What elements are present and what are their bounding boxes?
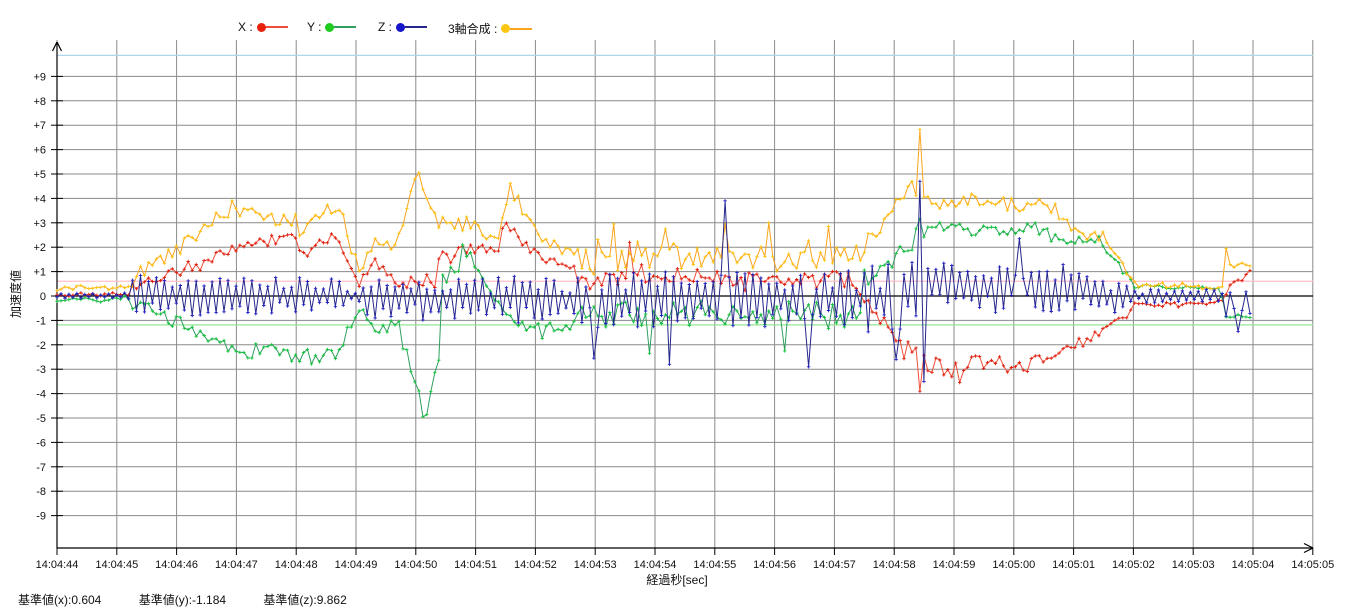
- y-tick-label: 0: [40, 291, 46, 303]
- y-tick-label: -7: [36, 462, 46, 474]
- x-tick-label: 14:04:45: [95, 559, 138, 571]
- legend-label-x: X :: [238, 20, 253, 34]
- x-tick-label: 14:05:01: [1052, 559, 1095, 571]
- legend-label-z: Z :: [378, 20, 392, 34]
- chart-legend: X : Y : Z : 3軸合成 :: [0, 20, 1350, 38]
- baseline-y-value: 基準値(y):-1.184: [138, 593, 227, 607]
- y-tick-label: +4: [33, 193, 46, 205]
- series-Z: [55, 179, 1252, 384]
- series-markers-Y: [55, 217, 1252, 419]
- x-tick-label: 14:04:55: [693, 559, 736, 571]
- series-markers-X: [55, 221, 1252, 393]
- legend-item-y: Y :: [307, 20, 357, 34]
- legend-label-y: Y :: [307, 20, 322, 34]
- legend-line-z: [405, 26, 427, 28]
- x-tick-label: 14:05:00: [992, 559, 1035, 571]
- x-tick-label: 14:04:50: [394, 559, 437, 571]
- baseline-info: 基準値(x):0.604 基準値(y):-1.184 基準値(z):9.862: [18, 591, 381, 608]
- y-tick-label: +3: [33, 218, 46, 230]
- baseline-z-value: 基準値(z):9.862: [263, 593, 347, 607]
- tick-marks: [51, 75, 1314, 555]
- y-tick-label: +1: [33, 267, 46, 279]
- legend-marker-z-icon: [396, 22, 405, 32]
- series-markers-Z: [55, 179, 1252, 384]
- x-tick-label: 14:04:48: [275, 559, 318, 571]
- x-tick-label: 14:04:49: [335, 559, 378, 571]
- y-tick-label: +9: [33, 71, 46, 83]
- x-tick-label: 14:04:53: [574, 559, 617, 571]
- y-axis-arrow-icon: [51, 41, 63, 52]
- legend-line-composite: [510, 27, 533, 30]
- y-tick-label: -4: [36, 389, 46, 401]
- tick-labels: +9 +8 +7 +6 +5 +4 +3 +2 +1 0 -1 -2 -3 -4 -5 -6 -7 -8 -9 14:…: [33, 71, 1334, 571]
- y-tick-label: +7: [33, 120, 46, 132]
- y-tick-label: +8: [33, 96, 46, 108]
- x-tick-label: 14:04:54: [634, 559, 677, 571]
- legend-marker-x-icon: [256, 22, 266, 32]
- legend-line-x: [265, 26, 288, 28]
- x-tick-label: 14:04:52: [514, 559, 557, 571]
- x-tick-label: 14:04:57: [813, 559, 856, 571]
- x-axis-title: 経過秒[sec]: [646, 573, 708, 587]
- x-tick-label: 14:04:56: [753, 559, 796, 571]
- y-tick-label: -3: [36, 364, 46, 376]
- legend-marker-y-icon: [325, 22, 335, 32]
- x-tick-label: 14:04:51: [454, 559, 497, 571]
- y-tick-label: -5: [36, 413, 46, 425]
- legend-label-composite: 3軸合成 :: [448, 22, 498, 36]
- y-tick-label: -6: [36, 437, 46, 449]
- x-tick-label: 14:05:05: [1291, 559, 1334, 571]
- y-tick-label: -9: [36, 511, 46, 523]
- legend-marker-composite-icon: [501, 24, 511, 33]
- x-tick-label: 14:05:02: [1112, 559, 1155, 571]
- y-axis-title: 加速度値: [9, 269, 23, 318]
- y-tick-label: +5: [33, 169, 46, 181]
- series-markers-3軸合成: [55, 127, 1252, 293]
- x-tick-label: 14:04:58: [873, 559, 916, 571]
- legend-item-z: Z :: [378, 20, 427, 34]
- y-tick-label: -1: [36, 315, 46, 327]
- x-tick-label: 14:04:47: [215, 559, 258, 571]
- legend-item-composite: 3軸合成 :: [448, 20, 533, 37]
- series-3軸合成: [55, 127, 1252, 293]
- grid-lines: [56, 40, 1314, 548]
- x-tick-label: 14:04:46: [155, 559, 198, 571]
- series-X: [55, 221, 1252, 393]
- x-tick-label: 14:05:03: [1172, 559, 1215, 571]
- x-tick-label: 14:05:04: [1232, 559, 1275, 571]
- y-tick-label: +6: [33, 145, 46, 157]
- x-tick-label: 14:04:59: [933, 559, 976, 571]
- x-tick-label: 14:04:44: [36, 559, 79, 571]
- baseline-x-value: 基準値(x):0.604: [18, 593, 102, 607]
- baseline-reference-lines: [57, 54, 1313, 326]
- legend-line-y: [334, 26, 357, 28]
- x-axis-arrow-icon: [1303, 542, 1314, 554]
- legend-item-x: X :: [238, 20, 288, 34]
- y-tick-label: -8: [36, 486, 46, 498]
- y-tick-label: +2: [33, 242, 46, 254]
- series-Y: [55, 217, 1252, 419]
- y-tick-label: -2: [36, 340, 46, 352]
